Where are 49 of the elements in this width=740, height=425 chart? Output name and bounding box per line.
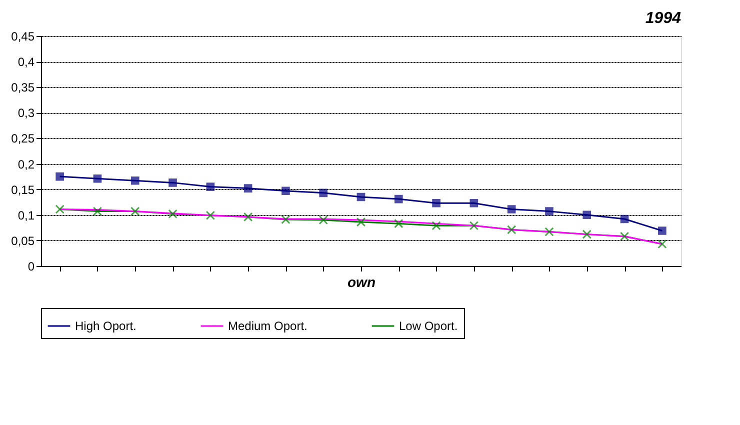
point	[432, 221, 441, 230]
point	[319, 188, 328, 198]
y-tick-label: 0,2	[18, 157, 35, 172]
point	[658, 226, 666, 235]
point	[130, 176, 140, 185]
point	[56, 172, 64, 181]
point	[356, 217, 366, 227]
point	[506, 225, 516, 234]
point	[507, 205, 516, 214]
point	[582, 230, 592, 239]
y-tick-label: 0,35	[11, 80, 35, 95]
legend-label: High Oport.	[75, 319, 136, 333]
y-tick-label: 0,1	[18, 208, 35, 222]
point	[620, 214, 629, 224]
y-tick-label: 0,4	[18, 55, 35, 70]
point	[281, 214, 290, 224]
legend-label: Medium Oport.	[228, 319, 308, 333]
y-tick-label: 0,45	[11, 30, 35, 44]
chart-title: 1994	[645, 10, 682, 27]
point	[582, 210, 592, 220]
point	[544, 227, 554, 236]
point	[55, 204, 64, 214]
point	[243, 212, 253, 222]
y-tick-label: 0,3	[18, 106, 35, 120]
x-axis-title: own	[348, 274, 376, 290]
point	[658, 239, 667, 249]
y-tick-label: 0,05	[11, 234, 35, 248]
point	[206, 210, 216, 220]
point	[394, 194, 403, 204]
point	[282, 186, 290, 196]
point	[318, 215, 328, 225]
y-tick-label: 0	[28, 260, 35, 274]
point	[356, 192, 366, 202]
y-tick-label: 0,15	[11, 182, 35, 197]
y-tick-label: 0,25	[11, 132, 35, 146]
point	[244, 184, 252, 192]
point	[168, 209, 178, 218]
point	[620, 232, 630, 241]
point	[394, 218, 404, 228]
point	[206, 182, 215, 191]
point	[432, 198, 440, 208]
point	[130, 206, 140, 216]
point	[168, 178, 177, 187]
legend-label: Low Oport.	[399, 319, 458, 333]
point	[469, 221, 479, 230]
point	[92, 206, 102, 216]
point	[470, 198, 478, 208]
point	[93, 174, 102, 183]
point	[545, 207, 554, 216]
